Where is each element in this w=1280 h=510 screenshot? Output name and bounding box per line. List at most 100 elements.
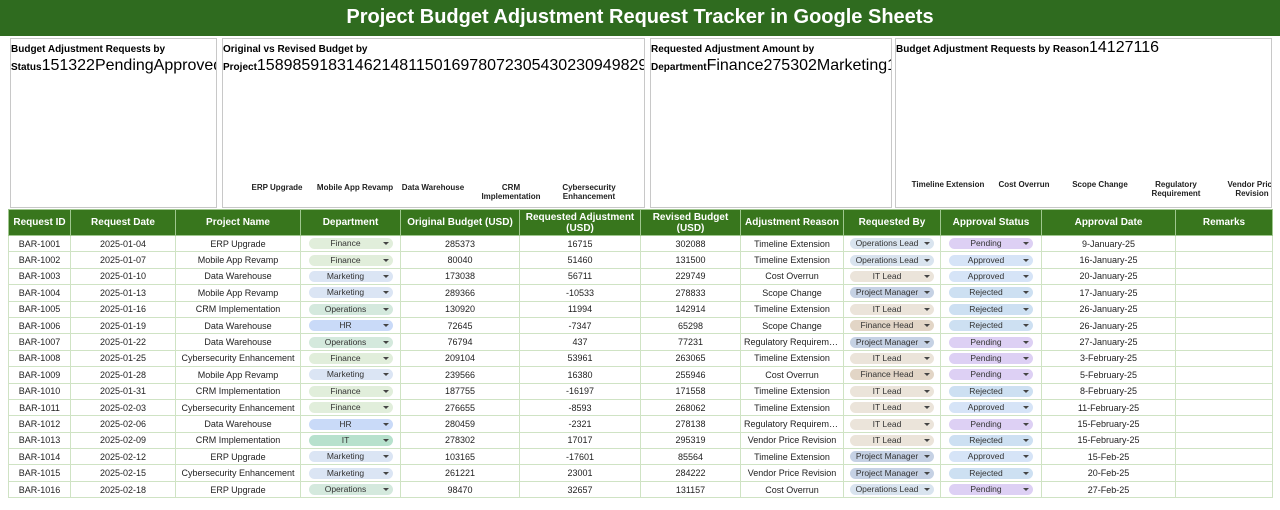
table-cell: Approved — [940, 448, 1042, 466]
dropdown-chip[interactable]: Pending — [949, 369, 1033, 381]
table-cell: 2025-02-18 — [70, 480, 176, 499]
dropdown-chip[interactable]: Rejected — [949, 320, 1033, 332]
dropdown-chip[interactable]: Marketing — [308, 451, 393, 463]
table-cell: Pending — [940, 415, 1042, 433]
dropdown-chip[interactable]: HR — [308, 320, 393, 332]
data-label: 12 — [1106, 39, 1125, 56]
dropdown-chip[interactable]: Operations Lead — [850, 238, 934, 250]
data-label: 2966657 — [629, 57, 645, 74]
table-cell: 284222 — [640, 464, 741, 482]
table-cell: 20-January-25 — [1041, 267, 1176, 286]
table-cell — [1175, 316, 1273, 335]
table-cell: 278302 — [400, 431, 520, 450]
header-row: Request ID Request Date Project Name Depart… — [8, 209, 1273, 236]
table-cell: 285373 — [400, 234, 520, 253]
table-cell: 27-Feb-25 — [1041, 480, 1176, 499]
dropdown-chip[interactable]: Project Manager — [850, 287, 934, 299]
table-cell: 2025-02-06 — [70, 415, 176, 433]
dropdown-chip[interactable]: Rejected — [949, 467, 1033, 479]
dropdown-chip[interactable]: IT Lead — [850, 418, 934, 430]
dropdown-chip[interactable]: Project Manager — [850, 451, 934, 463]
data-label: 7 — [1124, 39, 1134, 56]
dropdown-chip[interactable]: HR — [308, 418, 393, 430]
table-cell: 85564 — [640, 448, 741, 466]
table-cell: 15-February-25 — [1041, 431, 1176, 450]
dropdown-chip[interactable]: Rejected — [949, 303, 1033, 315]
dropdown-chip[interactable]: IT Lead — [850, 434, 934, 446]
dropdown-chip[interactable]: Pending — [949, 418, 1033, 430]
table-cell: BAR-1001 — [8, 234, 71, 253]
dropdown-chip[interactable]: Operations — [308, 336, 393, 348]
dropdown-chip[interactable]: Finance — [308, 402, 393, 414]
dropdown-chip[interactable]: Finance Head — [850, 320, 934, 332]
table-row: BAR-1001 2025-01-04 ERP Upgrade Finance 2853… — [8, 234, 1273, 253]
dropdown-chip[interactable]: Finance — [308, 385, 393, 397]
table-cell: Timeline Extension — [740, 398, 844, 417]
table-cell: 8-February-25 — [1041, 382, 1176, 400]
dropdown-chip[interactable]: Marketing — [308, 287, 393, 299]
table-cell: BAR-1010 — [8, 382, 71, 400]
dropdown-chip[interactable]: Finance Head — [850, 369, 934, 381]
dropdown-chip[interactable]: IT Lead — [850, 303, 934, 315]
dropdown-chip[interactable]: Operations Lead — [850, 484, 934, 496]
dropdown-chip[interactable]: Marketing — [308, 369, 393, 381]
dropdown-chip[interactable]: IT Lead — [850, 402, 934, 414]
dropdown-chip[interactable]: Approved — [949, 271, 1033, 283]
x-tick-label: Cost Overrun — [998, 180, 1050, 189]
table-cell: 255946 — [640, 366, 741, 384]
dropdown-chip[interactable]: IT Lead — [850, 385, 934, 397]
data-label: 22 — [77, 57, 95, 74]
x-tick-label: ERP Upgrade — [251, 183, 303, 192]
table-cell: 2025-02-15 — [70, 464, 176, 482]
dropdown-chip[interactable]: Pending — [949, 238, 1033, 250]
table-cell: CRM Implementation — [175, 382, 301, 400]
table-cell: Timeline Extension — [740, 234, 844, 253]
table-cell: -10533 — [519, 284, 641, 302]
dropdown-chip[interactable]: Marketing — [308, 271, 393, 283]
table-cell: 280459 — [400, 415, 520, 433]
dropdown-chip[interactable]: Approved — [949, 402, 1033, 414]
table-cell — [1175, 267, 1273, 286]
dropdown-chip[interactable]: Finance — [308, 254, 393, 266]
table-row: BAR-1015 2025-02-15 Cybersecurity Enhancem… — [8, 464, 1273, 482]
dropdown-chip[interactable]: Finance — [308, 238, 393, 250]
y-tick-label: Marketing — [816, 57, 888, 74]
table-cell: ERP Upgrade — [175, 448, 301, 466]
dropdown-chip[interactable]: Approved — [949, 451, 1033, 463]
table-cell: Marketing — [300, 448, 401, 466]
dropdown-chip[interactable]: Operations — [308, 484, 393, 496]
dropdown-chip[interactable]: IT Lead — [850, 271, 934, 283]
legend-label: Approved — [153, 57, 217, 74]
dropdown-chip[interactable]: Rejected — [949, 434, 1033, 446]
column-header: Remarks — [1175, 209, 1273, 236]
dropdown-chip[interactable]: Operations — [308, 303, 393, 315]
table-cell: Rejected — [940, 300, 1042, 318]
table-cell: 2025-01-25 — [70, 349, 176, 368]
dropdown-chip[interactable]: Pending — [949, 352, 1033, 364]
dropdown-chip[interactable]: Rejected — [949, 385, 1033, 397]
dropdown-chip[interactable]: Marketing — [308, 467, 393, 479]
table-cell: -2321 — [519, 415, 641, 433]
dropdown-chip[interactable]: Pending — [949, 336, 1033, 348]
table-cell: 278833 — [640, 284, 741, 302]
dropdown-chip[interactable]: Project Manager — [850, 336, 934, 348]
dropdown-chip[interactable]: Approved — [949, 254, 1033, 266]
dropdown-chip[interactable]: Project Manager — [850, 467, 934, 479]
dropdown-chip[interactable]: IT Lead — [850, 352, 934, 364]
table-cell: BAR-1007 — [8, 333, 71, 351]
table-row: BAR-1013 2025-02-09 CRM Implementation IT 27… — [8, 431, 1273, 450]
table-cell: BAR-1011 — [8, 398, 71, 417]
dropdown-chip[interactable]: Pending — [949, 484, 1033, 496]
table-cell: IT Lead — [843, 382, 941, 400]
table-cell: Rejected — [940, 382, 1042, 400]
table-cell: BAR-1012 — [8, 415, 71, 433]
table-cell: Timeline Extension — [740, 448, 844, 466]
dropdown-chip[interactable]: Finance — [308, 352, 393, 364]
dropdown-chip[interactable]: IT — [308, 434, 393, 446]
column-header: Approval Date — [1041, 209, 1176, 236]
x-tick-label: Cybersecurity Enhancement — [562, 183, 616, 201]
column-header: Project Name — [175, 209, 301, 236]
dropdown-chip[interactable]: Operations Lead — [850, 254, 934, 266]
dropdown-chip[interactable]: Rejected — [949, 287, 1033, 299]
table-cell: Marketing — [300, 464, 401, 482]
